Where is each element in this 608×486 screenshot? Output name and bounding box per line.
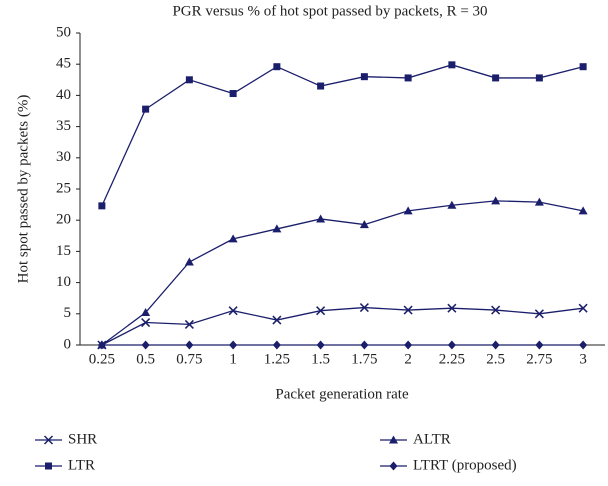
y-tick-label: 25: [56, 180, 71, 196]
data-point: [447, 303, 457, 313]
y-tick-label: 30: [56, 149, 71, 165]
legend-marker: [45, 462, 52, 470]
data-point: [185, 76, 193, 84]
data-point: [141, 318, 151, 328]
data-point: [578, 303, 588, 313]
series-line: [101, 306, 584, 346]
y-tick-label: 35: [56, 118, 71, 134]
data-point: [316, 306, 326, 316]
x-axis-label: Packet generation rate: [275, 386, 409, 402]
y-tick-label: 20: [56, 212, 71, 228]
data-point: [317, 82, 325, 90]
x-tick-label: 0.5: [136, 351, 155, 367]
data-point: [316, 340, 325, 350]
data-point: [97, 340, 106, 350]
data-point: [447, 340, 456, 350]
y-tick-label: 50: [56, 24, 71, 40]
y-tick-label: 15: [56, 243, 71, 259]
data-point: [535, 340, 544, 350]
data-point: [492, 74, 500, 82]
y-tick-label: 5: [64, 305, 72, 321]
data-point: [359, 220, 369, 229]
legend-label: SHR: [68, 431, 97, 447]
data-point: [360, 340, 369, 350]
series-line: [101, 200, 584, 346]
data-point: [185, 340, 194, 350]
data-point: [404, 74, 412, 82]
data-point: [403, 206, 413, 215]
data-point: [534, 197, 544, 206]
data-point: [448, 61, 456, 69]
x-tick-label: 2: [404, 351, 412, 367]
x-tick-label: 2.5: [486, 351, 505, 367]
chart-title: PGR versus % of hot spot passed by packe…: [172, 3, 487, 19]
x-tick-label: 1.5: [311, 351, 330, 367]
data-point: [184, 319, 194, 329]
y-tick-label: 0: [64, 336, 72, 352]
data-point: [360, 73, 368, 81]
data-point: [272, 224, 282, 233]
data-point: [229, 340, 238, 350]
legend-marker: [389, 435, 398, 444]
x-tick-label: 2.75: [526, 351, 552, 367]
data-point: [534, 309, 544, 319]
data-point: [535, 74, 543, 82]
data-point: [229, 90, 237, 98]
data-point: [272, 340, 281, 350]
data-point: [491, 305, 501, 315]
y-tick-label: 10: [56, 274, 71, 290]
data-point: [272, 315, 282, 325]
data-point: [491, 196, 501, 205]
data-point: [579, 340, 588, 350]
x-tick-label: 1.25: [264, 351, 290, 367]
data-point: [142, 105, 150, 113]
data-point: [316, 214, 326, 223]
x-tick-label: 2.25: [439, 351, 465, 367]
data-point: [578, 206, 588, 215]
legend-label: ALTR: [413, 431, 451, 447]
x-tick-label: 0.25: [89, 351, 115, 367]
data-point: [228, 306, 238, 316]
x-tick-label: 3: [579, 351, 587, 367]
data-point: [359, 303, 369, 313]
legend-label: LTR: [68, 457, 95, 473]
x-tick-label: 1.75: [351, 351, 377, 367]
data-point: [579, 63, 587, 71]
data-point: [273, 63, 281, 71]
x-tick-label: 1: [229, 351, 237, 367]
y-tick-label: 45: [56, 56, 71, 72]
legend-marker: [43, 435, 54, 445]
data-point: [404, 340, 413, 350]
x-tick-label: 0.75: [176, 351, 202, 367]
data-point: [403, 305, 413, 315]
data-point: [491, 340, 500, 350]
data-point: [141, 308, 151, 317]
data-point: [228, 234, 238, 243]
y-tick-label: 40: [56, 87, 71, 103]
data-point: [98, 202, 106, 210]
series-line: [101, 64, 584, 207]
data-point: [447, 200, 457, 209]
legend-marker: [389, 461, 398, 471]
y-axis-label: Hot spot passed by packets (%): [15, 95, 31, 284]
data-point: [141, 340, 150, 350]
legend-label: LTRT (proposed): [413, 457, 517, 473]
data-point: [184, 257, 194, 266]
